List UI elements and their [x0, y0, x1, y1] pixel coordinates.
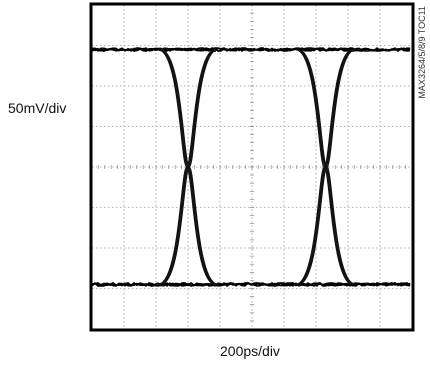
- y-axis-label: 50mV/div: [8, 100, 67, 116]
- trace-rising-edge: [296, 48, 355, 286]
- figure-id-label: MAX3264/5/8/9 TOC11: [417, 6, 427, 99]
- trace-rising-edge: [157, 48, 216, 286]
- eye-traces: [91, 46, 411, 288]
- trace-rising-edge: [295, 48, 354, 286]
- trace-low-level: [91, 281, 411, 288]
- trace-rising-edge: [158, 48, 218, 286]
- x-axis-label: 200ps/div: [220, 343, 280, 359]
- trace-rising-edge: [297, 48, 356, 286]
- grid-lines: [91, 4, 413, 330]
- plot-frame: [89, 2, 415, 332]
- trace-rising-edge: [160, 48, 219, 286]
- trace-high-level: [91, 47, 411, 53]
